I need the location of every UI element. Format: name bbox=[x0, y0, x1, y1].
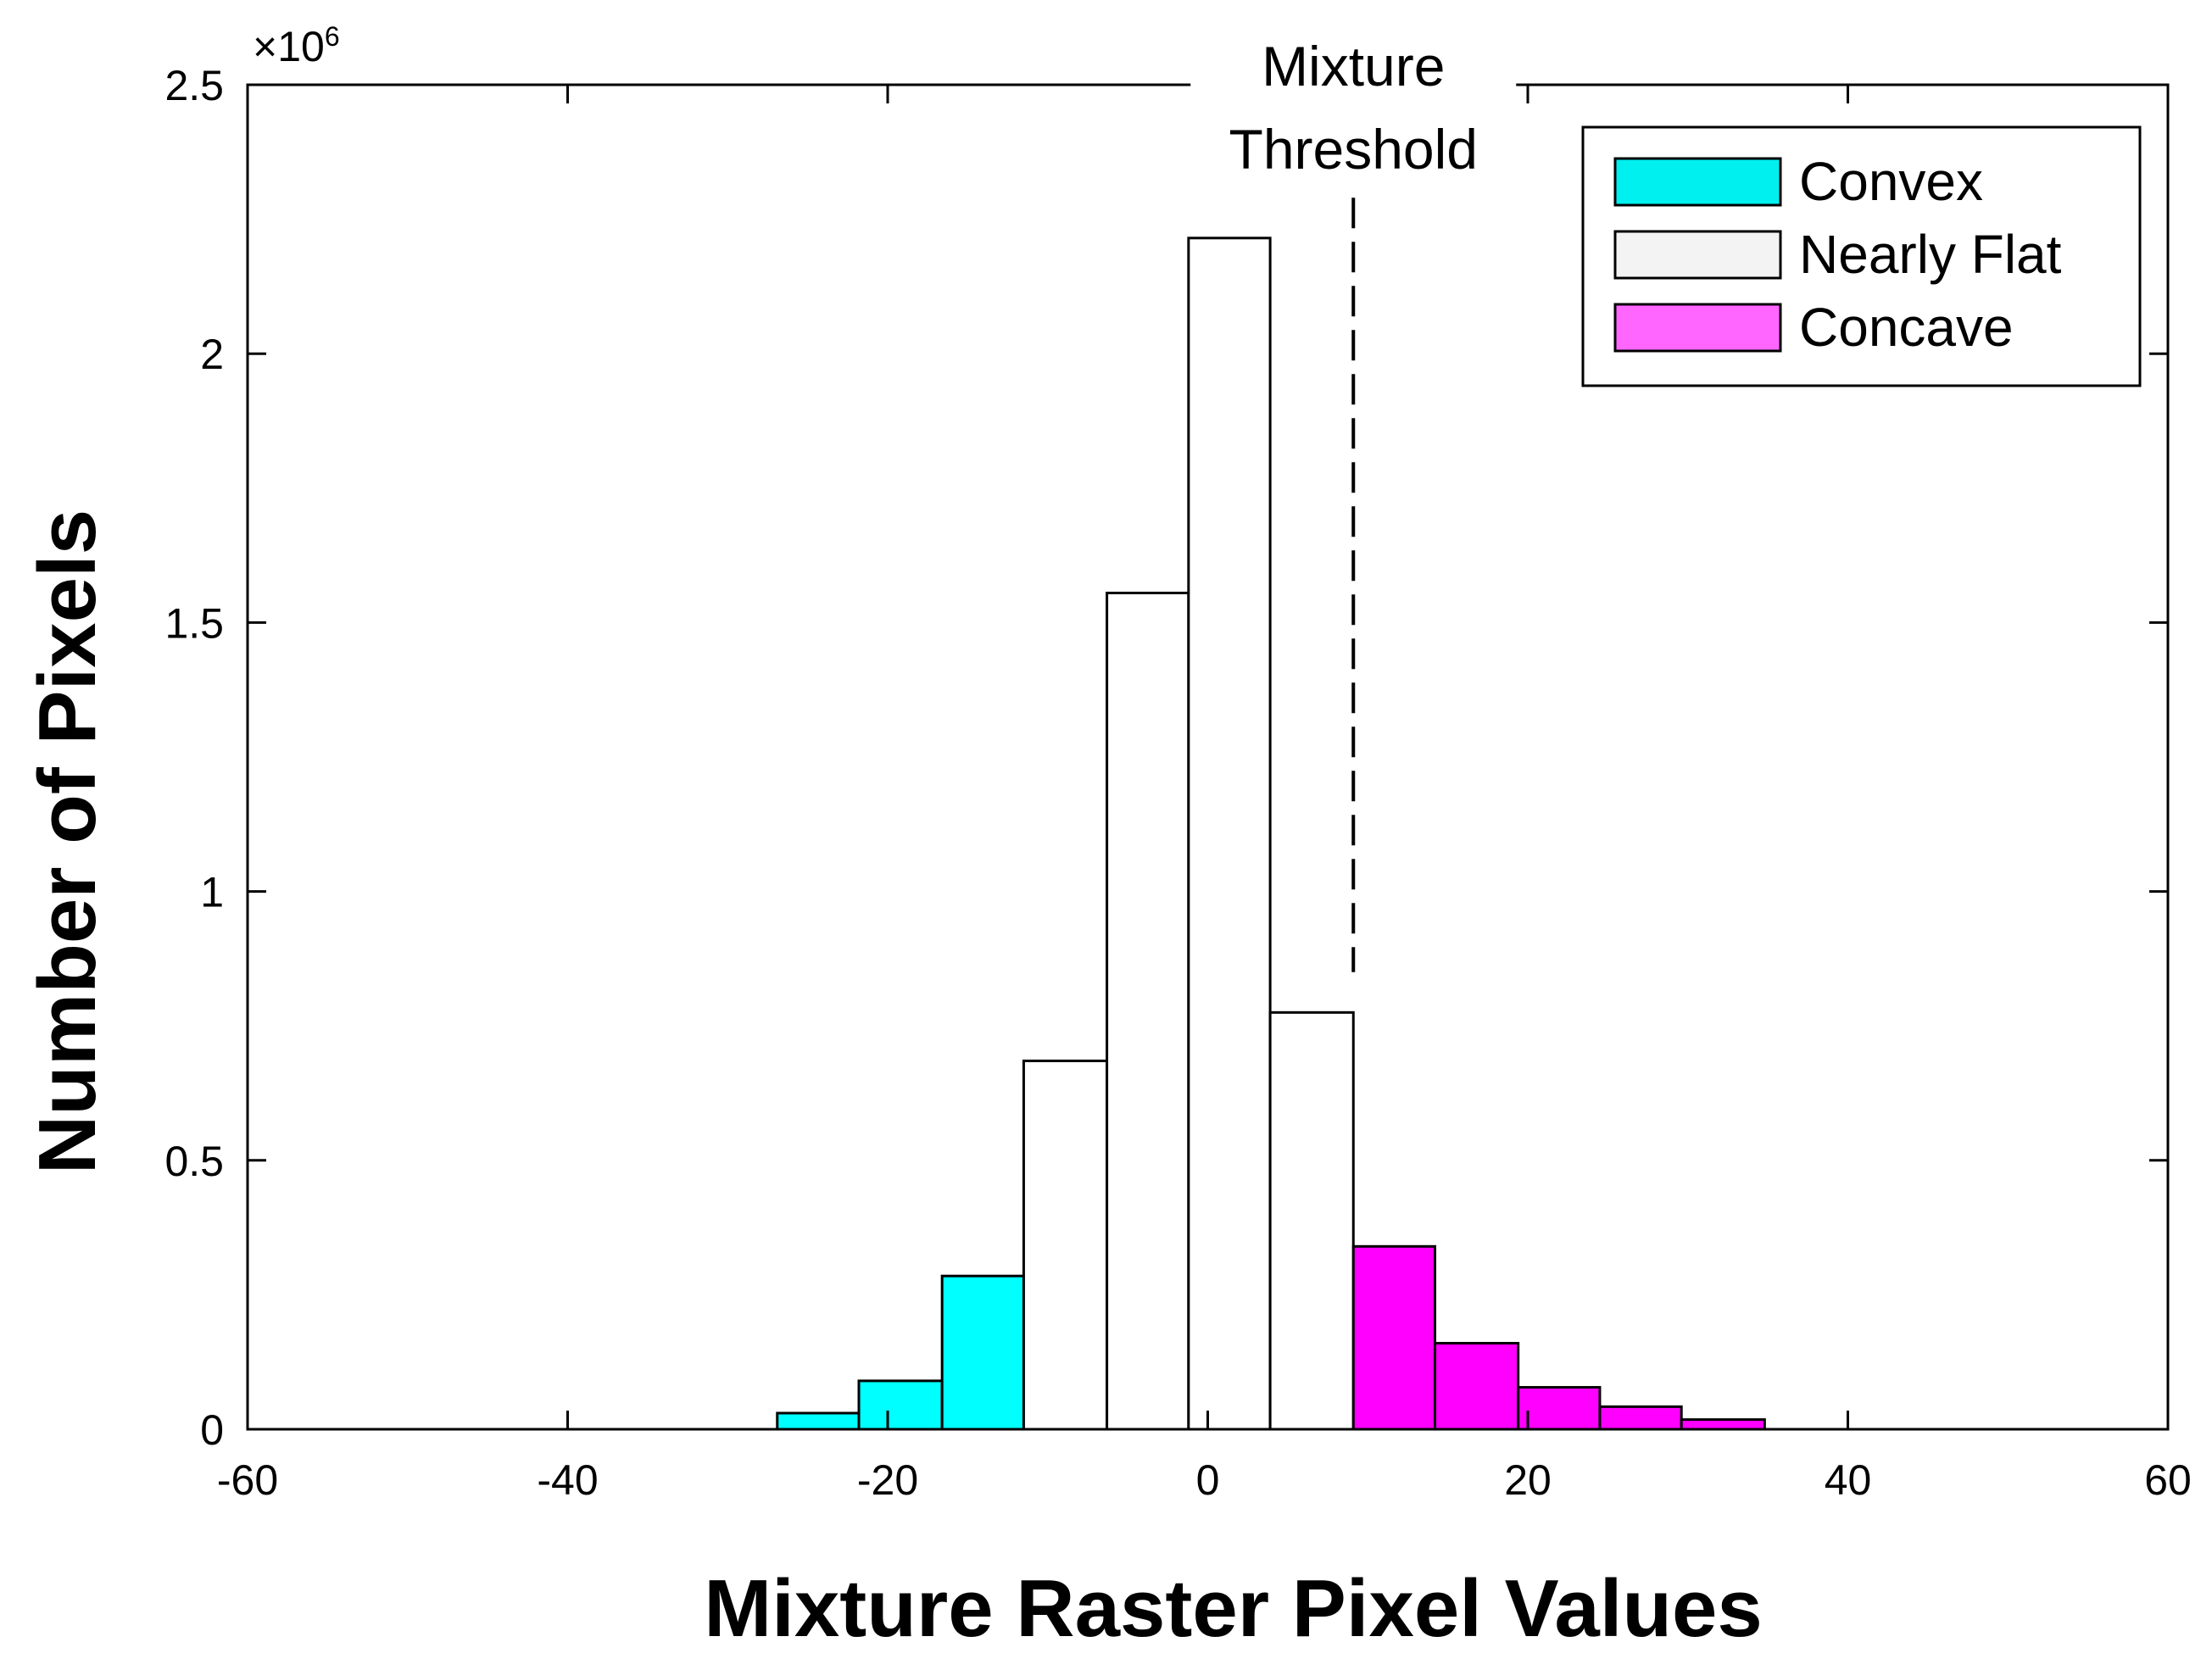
x-tick-label: 40 bbox=[1825, 1456, 1872, 1504]
annotation-line-threshold: Threshold bbox=[1229, 118, 1479, 181]
bar-convex-3 bbox=[940, 1274, 1025, 1431]
annotation-background bbox=[1190, 34, 1517, 185]
legend: Convex Nearly Flat Concave bbox=[1581, 125, 2142, 387]
x-tick-label: 60 bbox=[2144, 1456, 2192, 1504]
labels-layer: -60 -40 -20 0 20 40 60 0 0.5 1 1.5 2 2.5 ×106 Mixture … bbox=[22, 21, 2192, 1654]
ticks-layer bbox=[246, 83, 2170, 1431]
bar-nearly-flat-3 bbox=[1187, 237, 1272, 1431]
x-tick-label: 20 bbox=[1504, 1456, 1552, 1504]
y-exponent-power: 6 bbox=[325, 21, 340, 52]
bar-convex-1 bbox=[776, 1411, 861, 1431]
y-axis-title: Number of Pixels bbox=[22, 509, 113, 1174]
bars-layer bbox=[776, 237, 1766, 1431]
y-tick-label: 0 bbox=[200, 1406, 224, 1454]
x-axis-title: Mixture Raster Pixel Values bbox=[704, 1563, 1763, 1654]
legend-label-concave: Concave bbox=[1799, 297, 2014, 358]
bar-concave-4 bbox=[1598, 1405, 1683, 1431]
bar-nearly-flat-1 bbox=[1022, 1059, 1109, 1431]
bar-convex-2 bbox=[857, 1379, 944, 1431]
legend-swatch-concave bbox=[1613, 303, 1782, 353]
legend-label-nearly-flat: Nearly Flat bbox=[1799, 224, 2062, 285]
annotation-layer: Mixture Threshold bbox=[1190, 34, 1517, 185]
bar-concave-2 bbox=[1434, 1341, 1520, 1431]
bar-concave-5 bbox=[1680, 1418, 1766, 1431]
x-tick-label: 0 bbox=[1196, 1456, 1220, 1504]
annotation-line-mixture: Mixture bbox=[1262, 35, 1445, 97]
x-tick-label: -60 bbox=[217, 1456, 278, 1504]
y-tick-label: 0.5 bbox=[164, 1138, 224, 1185]
x-tick-label: -40 bbox=[537, 1456, 598, 1504]
bar-nearly-flat-2 bbox=[1106, 592, 1190, 1431]
x-tick-label: -20 bbox=[857, 1456, 918, 1504]
legend-swatch-nearly-flat bbox=[1613, 230, 1782, 280]
y-exponent-label: ×106 bbox=[253, 21, 340, 70]
legend-swatch-convex bbox=[1613, 157, 1782, 207]
y-tick-label: 1 bbox=[200, 869, 224, 916]
bar-nearly-flat-4 bbox=[1268, 1010, 1355, 1431]
y-tick-label: 2 bbox=[200, 331, 224, 378]
bar-concave-3 bbox=[1517, 1386, 1602, 1431]
legend-label-convex: Convex bbox=[1799, 151, 1983, 212]
y-tick-label: 2.5 bbox=[164, 62, 224, 109]
bar-concave-1 bbox=[1351, 1244, 1437, 1431]
y-tick-label: 1.5 bbox=[164, 599, 224, 647]
